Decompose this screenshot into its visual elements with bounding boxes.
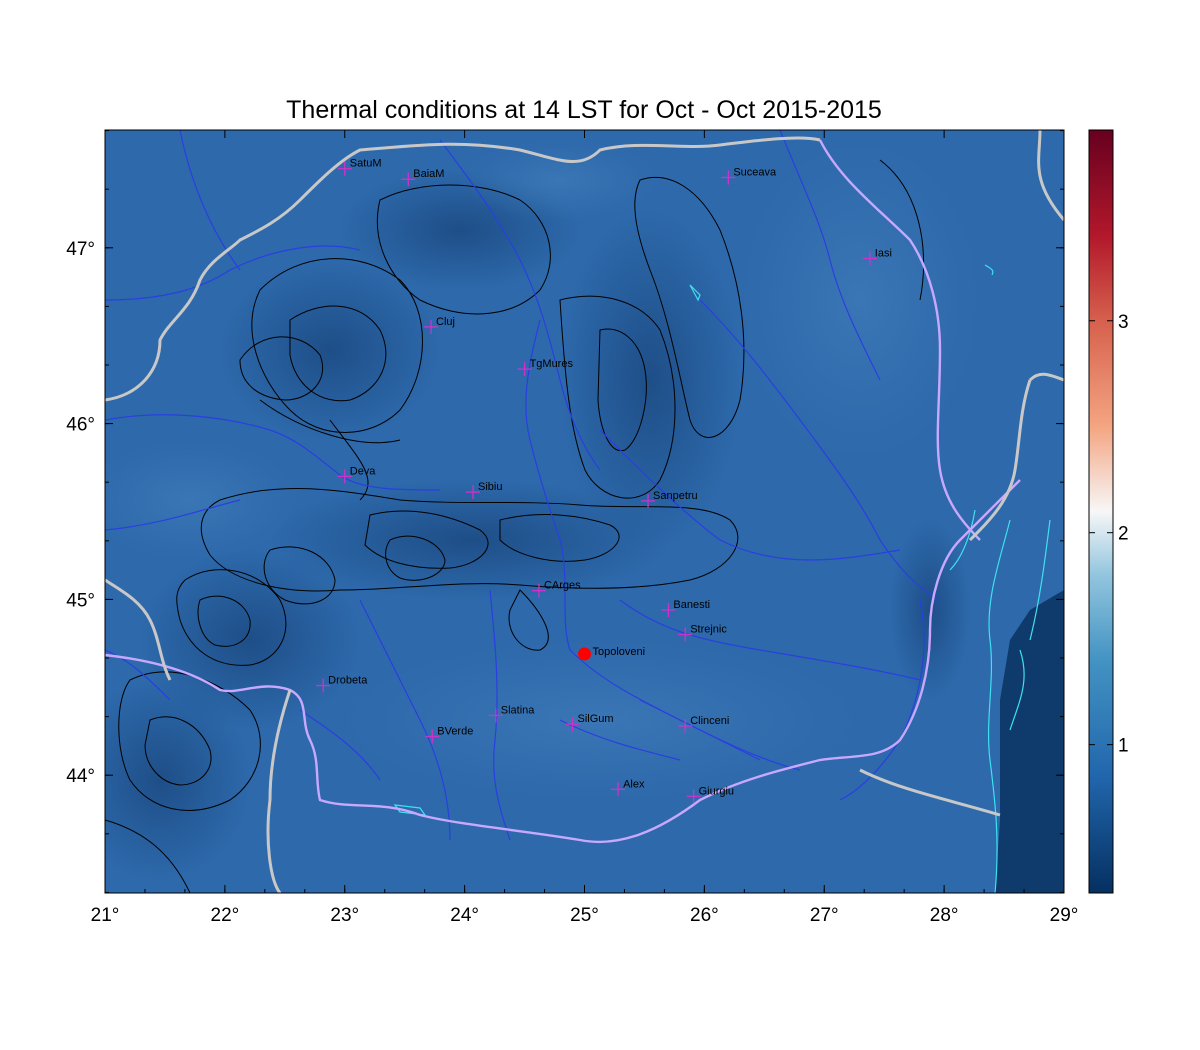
station-label: BVerde xyxy=(437,726,473,738)
station-label: Clinceni xyxy=(690,715,729,727)
station-label: CArges xyxy=(544,580,581,592)
station-slatina: Slatina xyxy=(488,704,536,723)
station-iasi: Iasi xyxy=(862,247,892,266)
lon-tick-label-6: 27° xyxy=(810,905,839,926)
station-label: Slatina xyxy=(501,704,536,716)
lon-tick-label-2: 23° xyxy=(330,905,359,926)
station-label: Deva xyxy=(350,465,377,477)
contour-lines xyxy=(105,159,925,893)
station-giurgiu: Giurgiu xyxy=(686,785,734,804)
colorbar-scale xyxy=(1088,129,1114,894)
highlight-site-dot-icon xyxy=(578,647,591,661)
station-label: Giurgiu xyxy=(699,785,734,797)
map-panel: SatuM BaiaM Suceava Iasi Cluj TgMures Deva Sibi… xyxy=(104,129,1065,894)
map-axes: 21° 22° 23° 24° 25° 26° 27° 28° 29° 44° 45° 46° 47° xyxy=(66,130,1078,926)
lon-tick-label-5: 26° xyxy=(690,905,719,926)
lat-tick-label-0: 44° xyxy=(66,766,95,787)
station-bverde: BVerde xyxy=(425,726,473,744)
lon-tick-label-1: 22° xyxy=(211,905,240,926)
station-label: Strejnic xyxy=(690,624,727,636)
colorbar-tick-label-0: 1 xyxy=(1118,736,1129,757)
station-label: SatuM xyxy=(350,158,382,170)
lon-tick-label-7: 28° xyxy=(930,905,959,926)
station-satum: SatuM xyxy=(337,158,382,176)
station-suceava: Suceava xyxy=(721,166,777,185)
station-label: Iasi xyxy=(875,247,892,259)
station-label: Sibiu xyxy=(478,481,502,493)
station-label: Sanpetru xyxy=(653,490,698,502)
lat-tick-label-3: 47° xyxy=(66,239,95,260)
colorbar-ticks: 1 2 3 xyxy=(1089,312,1129,757)
station-markers: SatuM BaiaM Suceava Iasi Cluj TgMures Deva Sibi… xyxy=(316,158,892,804)
highlight-site-label: Topoloveni xyxy=(593,646,646,658)
station-tgmures: TgMures xyxy=(517,358,574,377)
station-sibiu: Sibiu xyxy=(466,481,502,500)
station-label: TgMures xyxy=(530,358,574,370)
lon-tick-label-4: 25° xyxy=(570,905,599,926)
station-carges: CArges xyxy=(531,580,581,598)
station-label: Drobeta xyxy=(328,675,368,687)
station-deva: Deva xyxy=(337,465,377,484)
rivers xyxy=(105,130,941,841)
station-alex: Alex xyxy=(611,778,645,797)
lon-tick-label-3: 24° xyxy=(450,905,479,926)
station-label: Cluj xyxy=(436,316,455,328)
highlight-site: Topoloveni xyxy=(578,646,645,661)
station-drobeta: Drobeta xyxy=(316,675,368,693)
station-cluj: Cluj xyxy=(424,316,455,334)
station-silgum: SilGum xyxy=(565,713,614,732)
colorbar-tick-label-1: 2 xyxy=(1118,524,1129,545)
lat-tick-label-1: 45° xyxy=(66,590,95,611)
figure-title: Thermal conditions at 14 LST for Oct - O… xyxy=(286,96,882,124)
station-label: BaiaM xyxy=(413,168,444,180)
station-baiam: BaiaM xyxy=(401,168,444,187)
station-label: Suceava xyxy=(733,166,777,178)
station-strejnic: Strejnic xyxy=(678,624,727,642)
lon-tick-label-8: 29° xyxy=(1050,905,1079,926)
national-borders xyxy=(105,130,1064,893)
lon-tick-label-0: 21° xyxy=(91,905,120,926)
colorbar: 1 2 3 xyxy=(1088,129,1129,894)
station-label: Banesti xyxy=(673,599,710,611)
field-shading xyxy=(105,140,1064,893)
lat-tick-label-2: 46° xyxy=(66,415,95,436)
colorbar-tick-label-2: 3 xyxy=(1118,312,1129,333)
station-label: SilGum xyxy=(578,713,614,725)
station-label: Alex xyxy=(623,778,645,790)
station-sanpetru: Sanpetru xyxy=(641,490,698,508)
station-clinceni: Clinceni xyxy=(678,715,729,733)
station-banesti: Banesti xyxy=(661,599,710,617)
